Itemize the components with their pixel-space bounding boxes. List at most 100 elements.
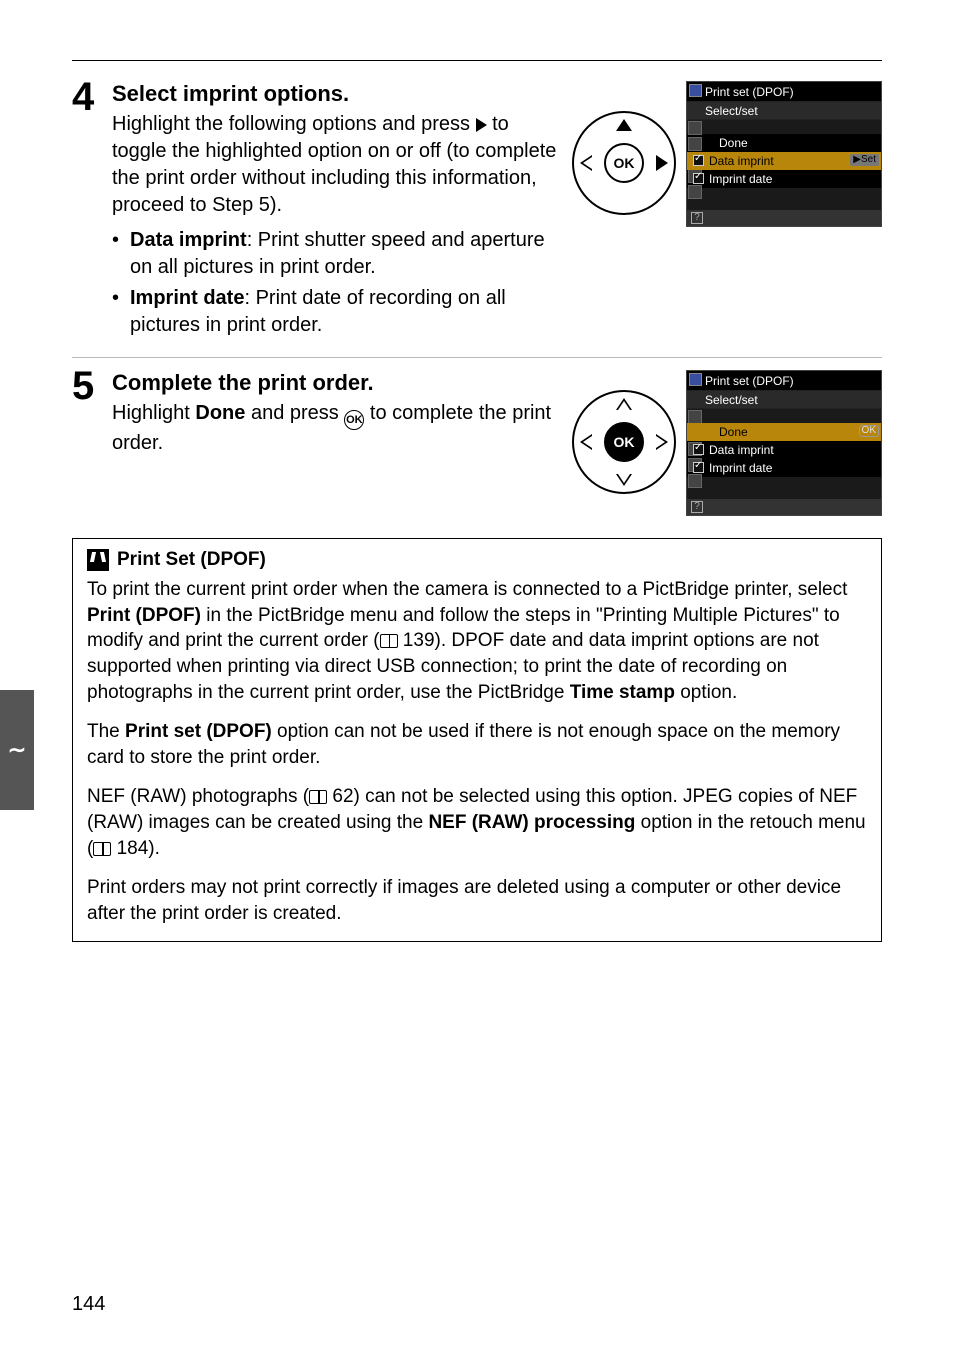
page-ref-icon bbox=[93, 842, 111, 856]
right-arrow-icon bbox=[656, 155, 668, 171]
step-divider bbox=[72, 357, 882, 358]
note-p2: The Print set (DPOF) option can not be u… bbox=[87, 719, 867, 770]
bullet-dot: • bbox=[112, 285, 130, 339]
lcd1-item1-label: Data imprint bbox=[709, 155, 774, 167]
bullet-imprint-date: • Imprint date: Print date of recording … bbox=[112, 285, 562, 339]
caution-icon bbox=[87, 549, 109, 571]
lcd1-sub-row: Select/set bbox=[687, 102, 881, 120]
top-rule bbox=[72, 60, 882, 61]
note-p3: NEF (RAW) photographs ( 62) can not be s… bbox=[87, 784, 867, 861]
lcd1-done: Done bbox=[687, 134, 881, 152]
lcd-side-icon bbox=[688, 410, 702, 424]
checkbox-icon bbox=[693, 462, 704, 473]
step-4-title: Select imprint options. bbox=[112, 81, 562, 107]
note-p2-b: Print set (DPOF) bbox=[125, 721, 272, 742]
ok-indicator-icon: OK bbox=[859, 425, 879, 437]
note-p1-b: Print (DPOF) bbox=[87, 605, 201, 626]
page-ref-icon bbox=[309, 790, 327, 804]
step-4-para: Highlight the following options and pres… bbox=[112, 111, 562, 219]
step-4-bullets: • Data imprint: Print shutter speed and … bbox=[112, 227, 562, 339]
note-p1-end: option. bbox=[675, 682, 737, 703]
bullet-data-imprint-text: Data imprint: Print shutter speed and ap… bbox=[130, 227, 562, 281]
note-p3-a: NEF (RAW) photographs ( bbox=[87, 786, 309, 807]
note-heading: Print Set (DPOF) bbox=[87, 549, 867, 571]
step-5-body: Complete the print order. Highlight Done… bbox=[112, 370, 572, 457]
note-p3-ref2: 184). bbox=[111, 838, 160, 859]
lcd1-item-imprint-date: Imprint date bbox=[687, 170, 881, 188]
left-arrow-icon bbox=[580, 434, 592, 450]
up-arrow-icon bbox=[616, 119, 632, 131]
page-number: 144 bbox=[72, 1293, 105, 1316]
checkbox-icon bbox=[693, 173, 704, 184]
step-5-done: Done bbox=[195, 402, 245, 424]
set-indicator: ▶Set bbox=[850, 154, 879, 166]
step-5-para-b: and press bbox=[245, 402, 344, 424]
note-p1: To print the current print order when th… bbox=[87, 577, 867, 705]
help-icon: ? bbox=[691, 501, 703, 513]
page-ref-icon bbox=[380, 634, 398, 648]
lcd2-sub-row: Select/set bbox=[687, 391, 881, 409]
checkbox-icon bbox=[693, 444, 704, 455]
step-5-para: Highlight Done and press OK to complete … bbox=[112, 400, 562, 457]
multi-selector-icon: OK bbox=[572, 390, 676, 494]
up-arrow-icon bbox=[616, 398, 632, 410]
bullet-data-imprint: • Data imprint: Print shutter speed and … bbox=[112, 227, 562, 281]
right-arrow-icon bbox=[476, 118, 487, 132]
playback-tab-icon bbox=[689, 84, 702, 97]
lcd1-item2-label: Imprint date bbox=[709, 173, 772, 185]
lcd2-done-label: Done bbox=[719, 426, 748, 438]
lcd2-title-row: Print set (DPOF) bbox=[687, 371, 881, 391]
step-4-number: 4 bbox=[72, 77, 112, 117]
lcd2-item1-label: Data imprint bbox=[709, 444, 774, 456]
lcd1-body: Done Data imprint ▶Set Imprint date bbox=[687, 120, 881, 210]
note-heading-text: Print Set (DPOF) bbox=[117, 549, 266, 571]
step-4-body: Select imprint options. Highlight the fo… bbox=[112, 81, 572, 339]
note-p1-a: To print the current print order when th… bbox=[87, 579, 847, 600]
note-p1-ts: Time stamp bbox=[570, 682, 675, 703]
page: 4 Select imprint options. Highlight the … bbox=[0, 0, 954, 1352]
step-5-number: 5 bbox=[72, 366, 112, 406]
ok-glyph-icon: OK bbox=[344, 410, 364, 430]
lcd-screenshot-2: Print set (DPOF) Select/set Done OK bbox=[686, 370, 882, 516]
lcd1-title: Print set (DPOF) bbox=[705, 86, 794, 98]
multi-selector-icon: OK bbox=[572, 111, 676, 215]
help-icon: ? bbox=[691, 212, 703, 224]
step-4-right: OK Print set (DPOF) Select/set bbox=[572, 81, 882, 227]
step-4: 4 Select imprint options. Highlight the … bbox=[72, 81, 882, 339]
connection-section-icon: ∼ bbox=[8, 737, 26, 763]
section-tab: ∼ bbox=[0, 690, 34, 810]
left-arrow-icon bbox=[580, 155, 592, 171]
lcd1-done-label: Done bbox=[719, 137, 748, 149]
step-5-para-a: Highlight bbox=[112, 402, 195, 424]
checkbox-icon bbox=[693, 155, 704, 166]
lcd-screenshot-1: Print set (DPOF) Select/set Done bbox=[686, 81, 882, 227]
right-arrow-icon bbox=[656, 434, 668, 450]
bullet-data-imprint-label: Data imprint bbox=[130, 229, 247, 251]
step-5: 5 Complete the print order. Highlight Do… bbox=[72, 370, 882, 516]
lcd2-help-row: ? bbox=[687, 499, 881, 515]
ok-label: OK bbox=[614, 155, 635, 171]
lcd1-help-row: ? bbox=[687, 210, 881, 226]
lcd2-done: Done OK bbox=[687, 423, 881, 441]
lcd2-title: Print set (DPOF) bbox=[705, 375, 794, 387]
step-5-title: Complete the print order. bbox=[112, 370, 562, 396]
step-5-right: OK Print set (DPOF) Select/set bbox=[572, 370, 882, 516]
note-p3-b: NEF (RAW) processing bbox=[428, 812, 635, 833]
lcd1-item-data-imprint: Data imprint ▶Set bbox=[687, 152, 881, 170]
lcd1-title-row: Print set (DPOF) bbox=[687, 82, 881, 102]
lcd2-item2-label: Imprint date bbox=[709, 462, 772, 474]
playback-tab-icon bbox=[689, 373, 702, 386]
lcd2-item-data-imprint: Data imprint bbox=[687, 441, 881, 459]
down-arrow-icon bbox=[616, 474, 632, 486]
note-p4: Print orders may not print correctly if … bbox=[87, 875, 867, 926]
ok-button-icon: OK bbox=[604, 422, 644, 462]
lcd2-sub: Select/set bbox=[705, 394, 758, 406]
ok-button-icon: OK bbox=[604, 143, 644, 183]
bullet-dot: • bbox=[112, 227, 130, 281]
lcd1-sub: Select/set bbox=[705, 105, 758, 117]
ok-label: OK bbox=[614, 434, 635, 450]
bullet-imprint-date-text: Imprint date: Print date of recording on… bbox=[130, 285, 562, 339]
lcd2-body: Done OK Data imprint Imprint date bbox=[687, 409, 881, 499]
step-4-para-a: Highlight the following options and pres… bbox=[112, 113, 476, 135]
note-print-set-dpof: Print Set (DPOF) To print the current pr… bbox=[72, 538, 882, 942]
